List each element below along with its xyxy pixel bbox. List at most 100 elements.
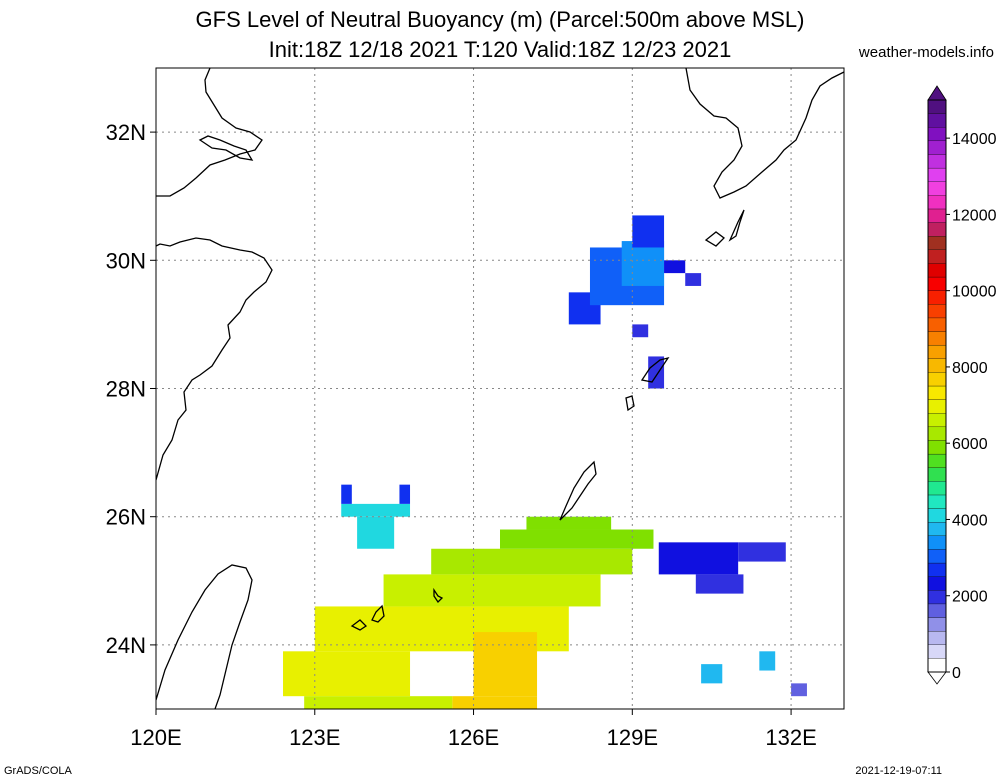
y-tick-label: 26N — [106, 505, 146, 530]
colorbar-segment — [927, 372, 947, 387]
x-tick-label: 126E — [448, 725, 499, 750]
colorbar-segment — [927, 263, 947, 278]
colorbar-segment — [927, 140, 947, 155]
y-tick-label: 24N — [106, 633, 146, 658]
island-tokunoshima — [625, 395, 635, 412]
data-cell — [357, 516, 395, 549]
colorbar-tick-label: 2000 — [952, 589, 988, 606]
colorbar-segment — [927, 481, 947, 496]
colorbar-segment — [927, 113, 947, 128]
data-cell — [632, 215, 665, 248]
y-tick-label: 32N — [106, 120, 146, 145]
data-cell — [526, 516, 612, 530]
data-cell — [685, 273, 702, 286]
site-credit: weather-models.info — [858, 44, 994, 61]
colorbar-tick-label: 8000 — [952, 360, 988, 377]
colorbar-tick-label: 14000 — [952, 131, 997, 148]
axis-labels: 120E 123E 126E 129E 132E 24N 26N 28N 30N 32N — [106, 120, 817, 750]
data-cell — [341, 484, 352, 504]
colorbar-segment — [927, 467, 947, 482]
data-cell — [383, 574, 601, 607]
colorbar-segment — [927, 576, 947, 591]
data-cell — [658, 542, 739, 575]
coastline-kyushu — [685, 68, 844, 199]
colorbar-segment — [927, 508, 947, 523]
colorbar-segment — [927, 440, 947, 455]
colorbar-tick-label: 12000 — [952, 207, 997, 224]
colorbar-segment — [927, 453, 947, 468]
colorbar-segment — [927, 208, 947, 223]
data-cell — [500, 529, 654, 549]
data-cell — [759, 651, 776, 671]
chart-title: GFS Level of Neutral Buoyancy (m) (Parce… — [195, 7, 805, 32]
island-amami — [640, 356, 670, 383]
colorbar-segment — [927, 494, 947, 509]
island-iriomote — [350, 619, 368, 631]
colorbar-segment — [927, 399, 947, 414]
footer-credit: GrADS/COLA — [4, 765, 72, 777]
colorbar-segment — [927, 249, 947, 264]
data-cell — [791, 683, 807, 697]
y-tick-label: 30N — [106, 248, 146, 273]
colorbar-segment — [927, 358, 947, 373]
footer-timestamp: 2021-12-19-07:11 — [855, 765, 942, 777]
data-cell — [648, 356, 665, 389]
data-cell — [399, 484, 411, 504]
colorbar-segment — [927, 167, 947, 182]
colorbar-segment — [927, 344, 947, 359]
colorbar-segment — [927, 222, 947, 237]
colorbar-segment — [927, 535, 947, 550]
colorbar-segment — [927, 658, 947, 673]
colorbar-arrow-low — [927, 671, 947, 685]
data-cell — [695, 574, 744, 594]
data-cell — [621, 241, 665, 286]
colorbar-segment — [927, 317, 947, 332]
coastline-yangtze — [156, 68, 263, 197]
data-cell — [452, 696, 538, 709]
x-tick-label: 120E — [130, 725, 181, 750]
colorbar-segment — [927, 99, 947, 114]
colorbar-segment — [927, 413, 947, 428]
chart-subtitle: Init:18Z 12/18 2021 T:120 Valid:18Z 12/2… — [268, 37, 732, 62]
data-cell — [304, 696, 453, 709]
colorbar-tick-label: 6000 — [952, 436, 988, 453]
x-tick-label: 129E — [607, 725, 658, 750]
colorbar-segment — [927, 385, 947, 400]
data-cell — [632, 324, 649, 338]
island-miyako — [433, 587, 444, 604]
colorbar-segment — [927, 290, 947, 305]
data-cells — [283, 215, 807, 709]
data-cell — [473, 632, 538, 697]
colorbar-segment — [927, 617, 947, 632]
colorbar-segment — [927, 522, 947, 536]
colorbar: 0 2000 4000 6000 8000 10000 12000 14000 — [927, 85, 997, 685]
colorbar-segment — [927, 426, 947, 441]
data-cell — [701, 664, 723, 684]
colorbar-segment — [927, 127, 947, 142]
colorbar-segment — [927, 562, 947, 577]
y-tick-label: 28N — [106, 377, 146, 402]
colorbar-segment — [927, 331, 947, 346]
data-cell — [283, 651, 411, 697]
colorbar-tick-label: 0 — [952, 665, 961, 682]
coastline-china — [156, 237, 273, 481]
colorbar-tick-label: 10000 — [952, 284, 997, 301]
colorbar-segment — [927, 590, 947, 605]
colorbar-segment — [927, 603, 947, 618]
colorbar-segment — [927, 630, 947, 645]
grid-lines — [156, 68, 844, 709]
colorbar-segment — [927, 236, 947, 250]
coastline-taiwan — [156, 564, 253, 709]
colorbar-frame — [927, 99, 947, 673]
colorbar-segment — [927, 276, 947, 291]
colorbar-segment — [927, 181, 947, 196]
colorbar-segment — [927, 154, 947, 169]
data-cell — [431, 548, 633, 575]
colorbar-segment — [927, 549, 947, 564]
coastlines — [156, 68, 844, 709]
island-ishigaki — [371, 604, 385, 623]
x-tick-label: 132E — [765, 725, 816, 750]
data-cell — [664, 260, 686, 274]
coastline-yangtze-mouth — [198, 135, 254, 161]
